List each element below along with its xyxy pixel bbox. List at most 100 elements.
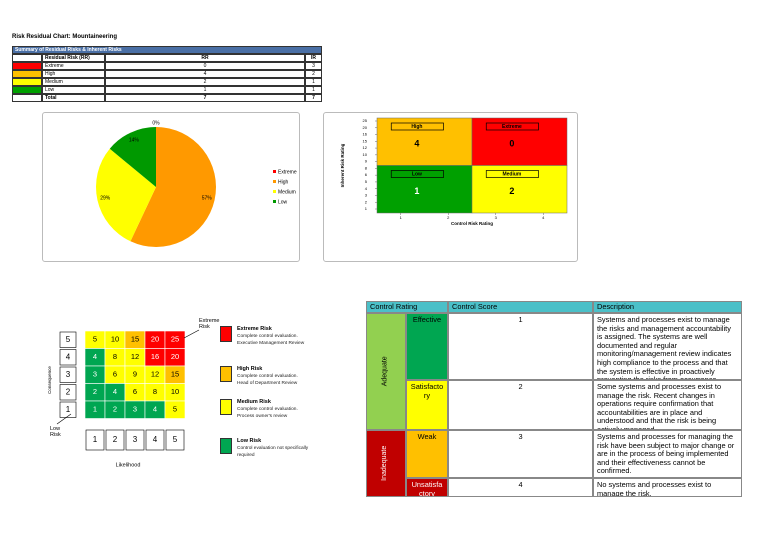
quadrant-label-box [485, 170, 539, 178]
legend-label: High [278, 179, 289, 185]
legend-label: Extreme [278, 169, 297, 175]
matrix-value: 10 [171, 387, 179, 396]
legend-swatch [220, 326, 232, 342]
y-tick-label: 1 [365, 206, 368, 211]
group-label: Inadequate [381, 445, 389, 482]
y-tick-label: 6 [365, 172, 368, 177]
x-tick-label: 1 [400, 215, 403, 220]
legend-text: Executive Management Review [237, 341, 305, 346]
matrix-value: 5 [173, 405, 177, 414]
col-label-box [165, 429, 185, 451]
table-title: Summary of Residual Risks & Inherent Ris… [12, 46, 322, 54]
quadrant-label-box [485, 122, 539, 131]
quadrant-count: 1 [414, 186, 419, 196]
group-cell: Adequate [366, 313, 406, 430]
score-cell: 4 [448, 478, 593, 497]
quadrant [376, 117, 473, 166]
y-axis-label: Inherent Risk Rating [340, 143, 345, 187]
y-tick-label: 12 [363, 145, 368, 150]
y-tick-label: 15 [363, 138, 368, 143]
row-label: 5 [66, 335, 71, 344]
table-cell: Low [42, 86, 105, 94]
legend-swatch [220, 438, 232, 454]
data-label: 14% [129, 137, 140, 143]
y-tick-label: 25 [363, 118, 368, 123]
data-label: 0% [152, 120, 160, 126]
matrix-value: 16 [151, 352, 159, 361]
table-cell: 0 [105, 62, 305, 70]
col-label-box [145, 429, 165, 451]
pie-slice [96, 148, 156, 242]
description-cell: No systems and processes exist to manage… [593, 478, 742, 497]
matrix-value: 8 [153, 387, 157, 396]
table-cell: 7 [105, 94, 305, 102]
color-swatch [12, 62, 42, 70]
quadrant-count: 2 [509, 186, 514, 196]
y-axis-label: Consequence [47, 366, 52, 394]
x-tick-label: 2 [447, 215, 450, 220]
col-label-box [105, 429, 125, 451]
legend-swatch [220, 366, 232, 382]
y-tick-label: 9 [365, 159, 368, 164]
legend-text: Head of Department Review [237, 381, 298, 386]
y-tick-label: 8 [365, 165, 368, 170]
description-cell: Systems and processes for managing the r… [593, 430, 742, 478]
matrix-value: 2 [93, 387, 97, 396]
description-cell: Some systems and processes exist to mana… [593, 380, 742, 430]
pie-slice [130, 127, 216, 247]
page-title: Risk Residual Chart: Mountaineering [12, 34, 118, 40]
matrix-value: 25 [171, 335, 179, 344]
x-tick-label: 3 [495, 215, 498, 220]
legend-text: Complete control evaluation. [237, 334, 298, 339]
row-label: 4 [66, 352, 71, 361]
score-cell: 1 [448, 313, 593, 380]
quadrant [471, 117, 568, 166]
score-cell: 3 [448, 430, 593, 478]
quadrant-label: Medium [502, 172, 521, 178]
y-tick-label: 4 [365, 186, 368, 191]
rating-cell: Satisfactory [406, 380, 448, 430]
matrix-value: 6 [113, 370, 117, 379]
description-cell: Systems and processes exist to manage th… [593, 313, 742, 380]
annotation: Low Risk [50, 426, 61, 438]
pie-slice [109, 127, 156, 187]
quadrant-label: Extreme [502, 124, 522, 130]
legend-swatch [273, 190, 276, 193]
x-axis-label: Control Risk Rating [451, 221, 493, 226]
matrix-value: 10 [111, 335, 119, 344]
legend-label: Medium [278, 189, 296, 195]
y-tick-label: 10 [363, 152, 368, 157]
header-cell: Residual Risk (RR) [42, 54, 105, 62]
pie-chart: 0% 57% 29% 14% Extreme High Medium Low [96, 120, 297, 247]
matrix-value: 3 [93, 370, 97, 379]
data-label: 29% [100, 196, 111, 202]
legend-text: Complete control evaluation. [237, 374, 298, 379]
row-label-box [59, 349, 77, 366]
quadrant-label: Low [412, 172, 422, 178]
table-cell: Medium [42, 78, 105, 86]
matrix-value: 1 [93, 405, 97, 414]
row-label: 3 [66, 370, 71, 379]
legend-title: High Risk [237, 366, 263, 372]
legend-title: Medium Risk [237, 399, 271, 405]
color-swatch [12, 94, 42, 102]
matrix-value: 4 [153, 405, 157, 414]
y-tick-label: 3 [365, 193, 368, 198]
arrow [56, 413, 72, 425]
row-label-box [59, 401, 77, 418]
row-label: 1 [66, 405, 71, 414]
matrix-value: 2 [113, 405, 117, 414]
legend-swatch [273, 170, 276, 173]
quadrant-label: High [411, 124, 422, 130]
matrix-value: 15 [171, 370, 179, 379]
table-cell: 2 [105, 78, 305, 86]
legend-text: Process owner's review [237, 414, 288, 419]
quadrant-count: 0 [509, 139, 514, 149]
quadrant-count: 4 [414, 139, 419, 149]
col-label: 5 [173, 435, 178, 444]
header-cell [12, 54, 42, 62]
header-cell: IR [305, 54, 322, 62]
x-axis-label: Likelihood [116, 462, 141, 468]
rating-cell: Weak [406, 430, 448, 478]
